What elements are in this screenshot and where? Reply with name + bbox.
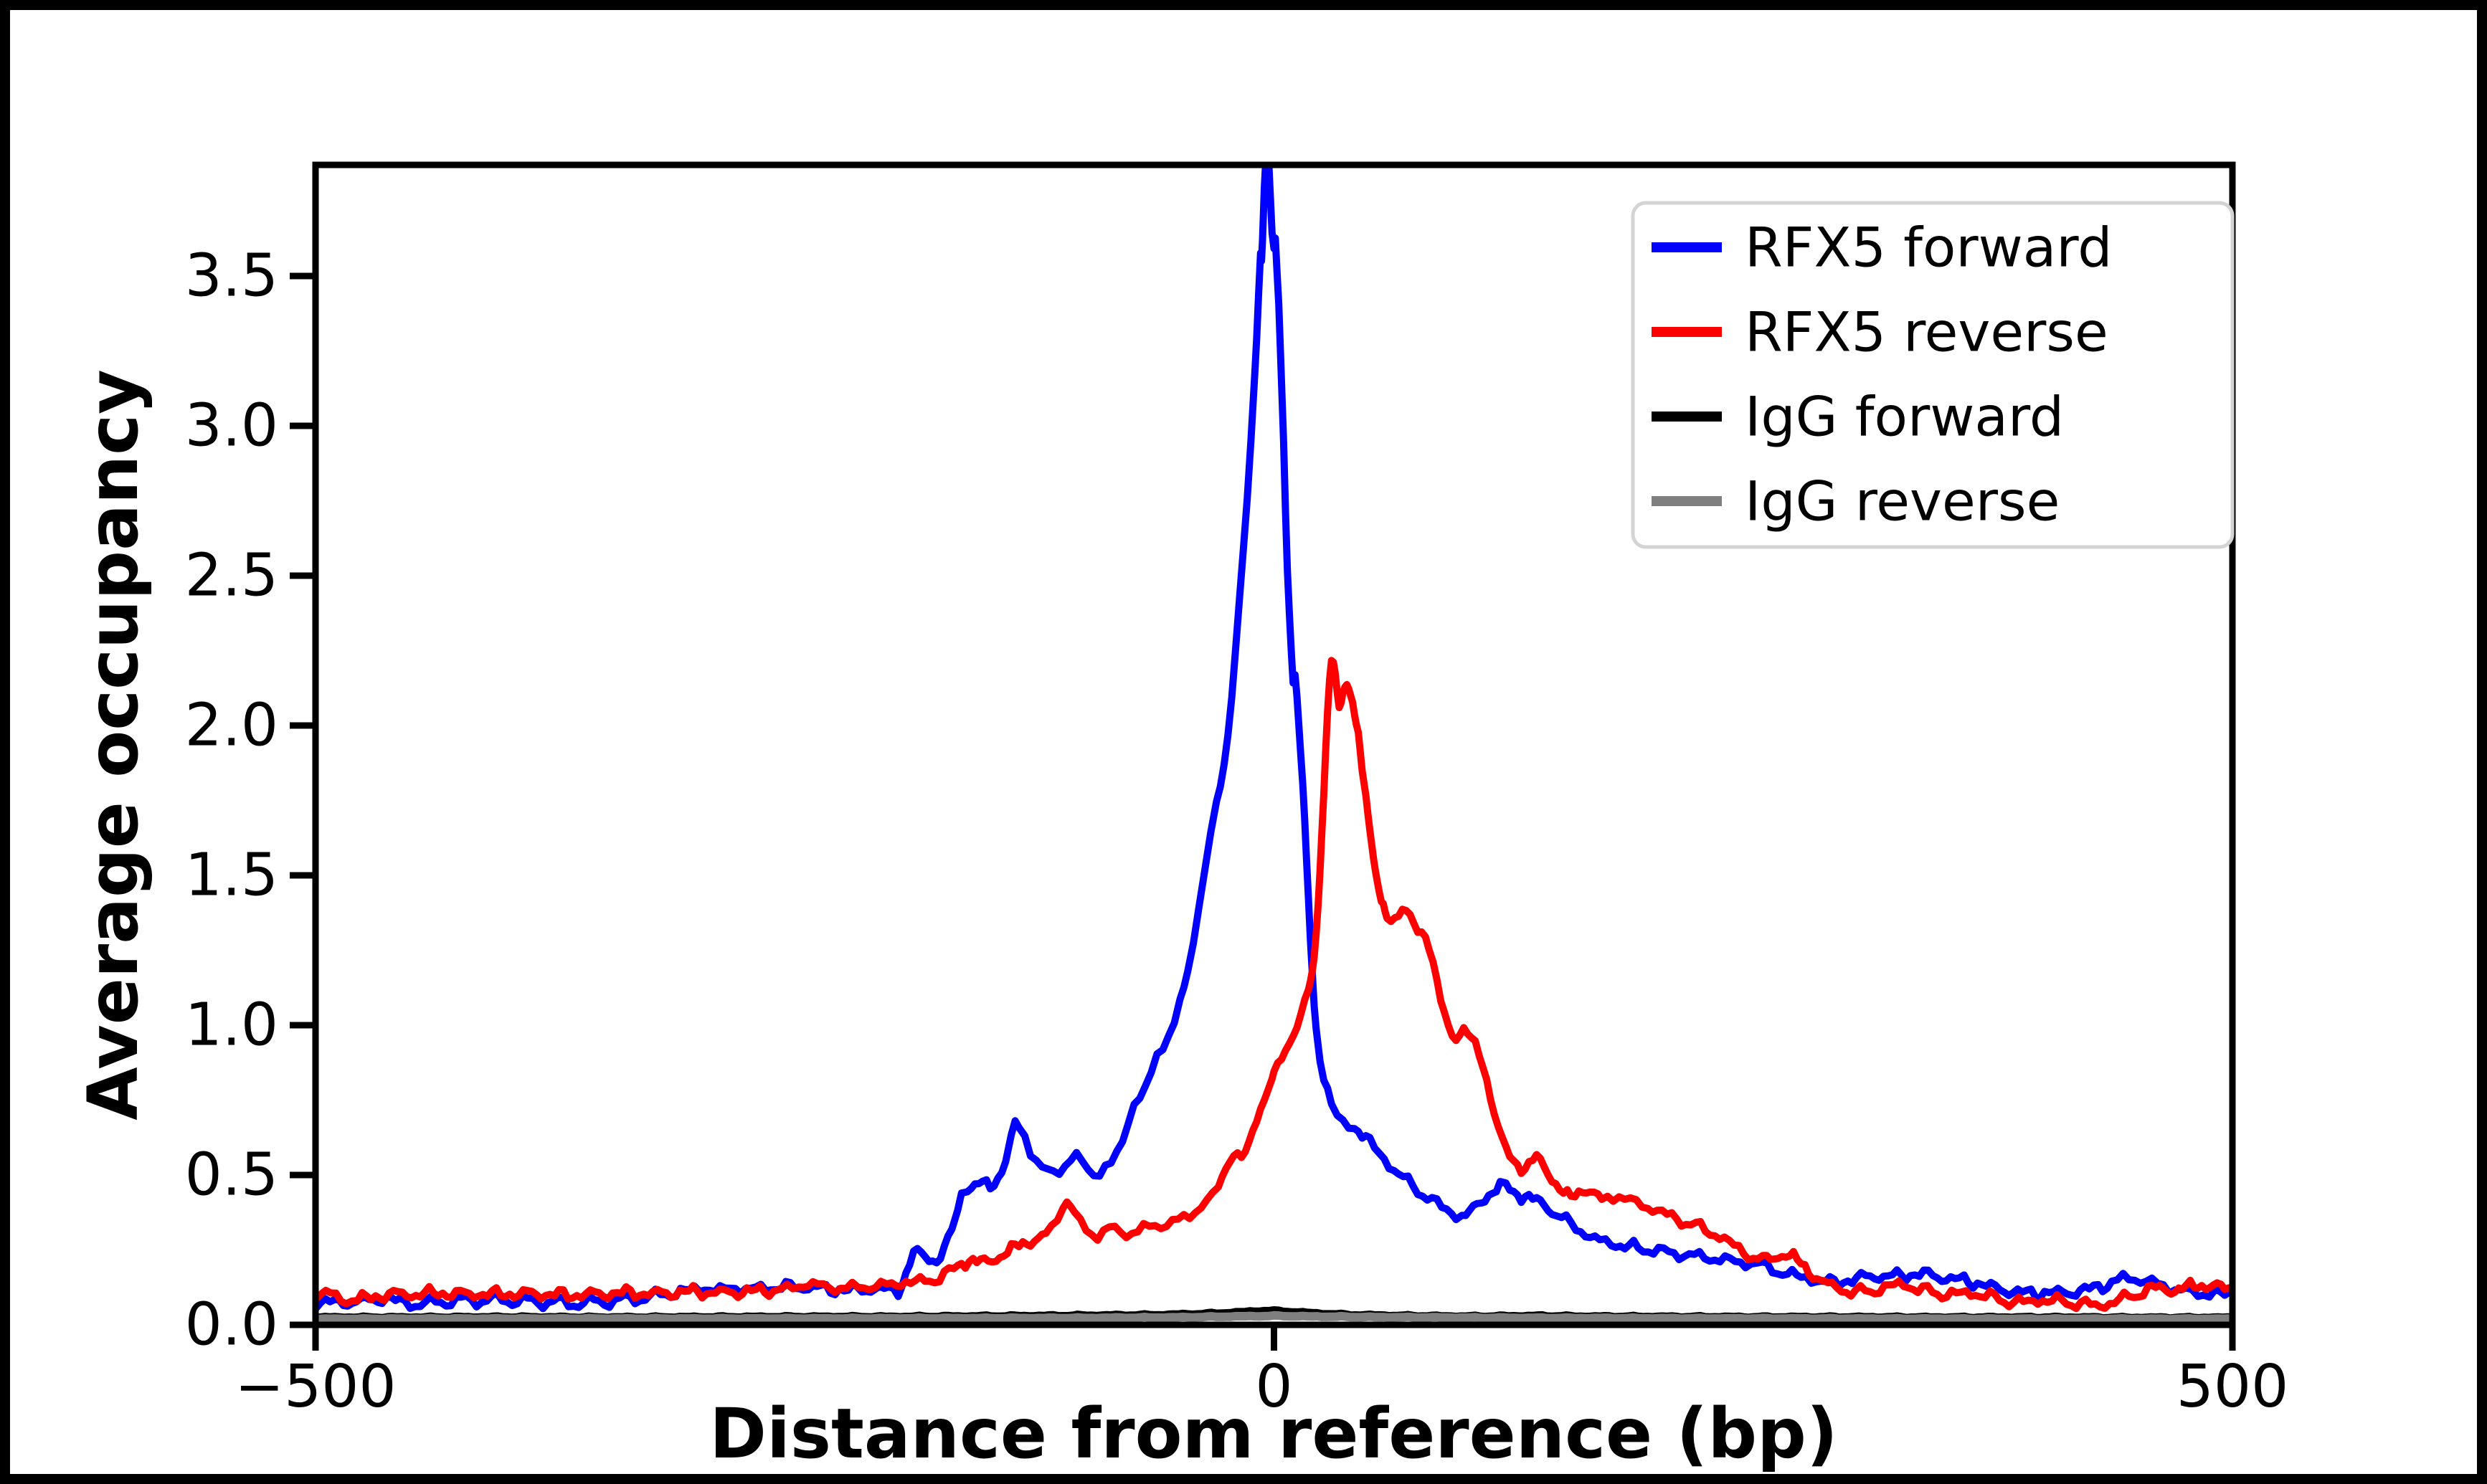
y-tick-label: 1.0	[185, 991, 278, 1060]
legend-label-igg-reverse: IgG reverse	[1745, 470, 2060, 533]
legend-box	[1631, 201, 2235, 549]
y-tick-label: 3.0	[185, 392, 278, 460]
y-tick-label: 0.5	[185, 1141, 278, 1209]
y-tick-label: 1.5	[185, 842, 278, 910]
plot-series-layer	[316, 165, 2232, 1324]
y-axis-label: Average occupancy	[73, 369, 153, 1120]
x-axis-label: Distance from reference (bp)	[709, 1394, 1837, 1474]
y-tick-label: 2.5	[185, 542, 278, 610]
y-tick-label: 3.5	[185, 242, 278, 310]
y-tick-label: 2.0	[185, 692, 278, 760]
y-tick-label: 0.0	[185, 1291, 278, 1359]
x-tick-label: −500	[235, 1353, 396, 1421]
legend-label-rfx5-forward: RFX5 forward	[1745, 216, 2112, 280]
axes-layer: −500 0 500 0.0 0.5 1.0 1.5 2.0 2.5 3.0 3.5	[185, 161, 2289, 1421]
series-line-igg-reverse	[316, 1311, 2232, 1324]
legend-label-rfx5-reverse: RFX5 reverse	[1745, 300, 2108, 364]
x-tick-label: 500	[2176, 1353, 2289, 1421]
x-tick-label: 0	[1255, 1353, 1292, 1421]
legend: RFX5 forward RFX5 reverse IgG forward IgG r…	[1631, 201, 2235, 549]
legend-label-igg-forward: IgG forward	[1745, 385, 2064, 449]
series-line-rfx5-reverse	[316, 657, 2232, 1313]
